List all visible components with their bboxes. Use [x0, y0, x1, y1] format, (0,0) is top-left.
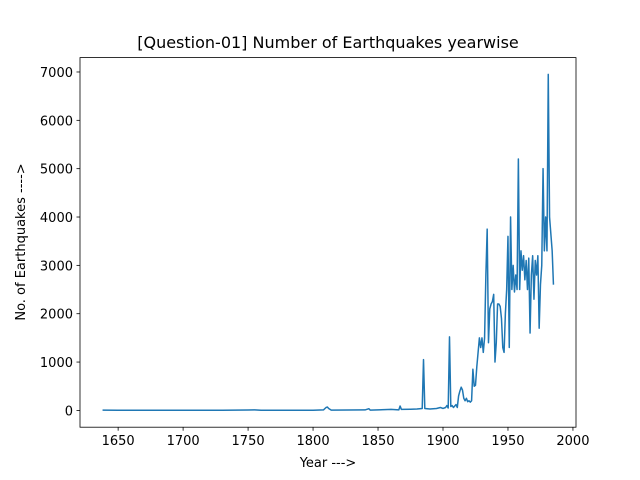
y-tick-label: 2000	[40, 308, 73, 323]
y-tick-label: 1000	[40, 356, 73, 371]
y-tick-label: 6000	[40, 114, 73, 129]
x-tick-label: 1850	[361, 434, 394, 449]
y-tick-label: 7000	[40, 66, 73, 81]
y-tick-label: 4000	[40, 211, 73, 226]
x-tick-label: 2000	[556, 434, 589, 449]
x-tick-label: 1900	[426, 434, 459, 449]
x-axis-label: Year --->	[299, 456, 357, 471]
x-tick-label: 1950	[491, 434, 524, 449]
data-line	[102, 73, 555, 412]
y-axis-label: No. of Earthquakes ---->	[14, 163, 29, 320]
y-tick-label: 0	[65, 404, 73, 419]
y-tick-label: 3000	[40, 259, 73, 274]
plot-frame	[79, 57, 577, 428]
x-tick-label: 1700	[167, 434, 200, 449]
x-tick-label: 1650	[102, 434, 135, 449]
x-tick-label: 1750	[232, 434, 265, 449]
y-tick-label: 5000	[40, 163, 73, 178]
chart-title: [Question-01] Number of Earthquakes year…	[137, 33, 519, 52]
x-tick-label: 1800	[297, 434, 330, 449]
